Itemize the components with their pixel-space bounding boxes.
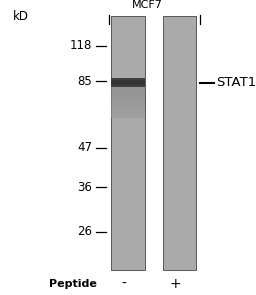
Text: -: - (122, 277, 127, 291)
Text: 36: 36 (77, 181, 92, 194)
Text: 26: 26 (77, 225, 92, 238)
Text: Peptide: Peptide (49, 279, 97, 289)
Text: +: + (169, 277, 181, 291)
Text: 85: 85 (77, 75, 92, 88)
Text: STAT1: STAT1 (216, 76, 256, 89)
Bar (111, 16, 145, 270)
Bar (163, 16, 196, 270)
Text: 47: 47 (77, 141, 92, 154)
Text: 118: 118 (70, 39, 92, 52)
Text: kD: kD (13, 10, 29, 23)
Text: MCF7: MCF7 (132, 0, 163, 10)
